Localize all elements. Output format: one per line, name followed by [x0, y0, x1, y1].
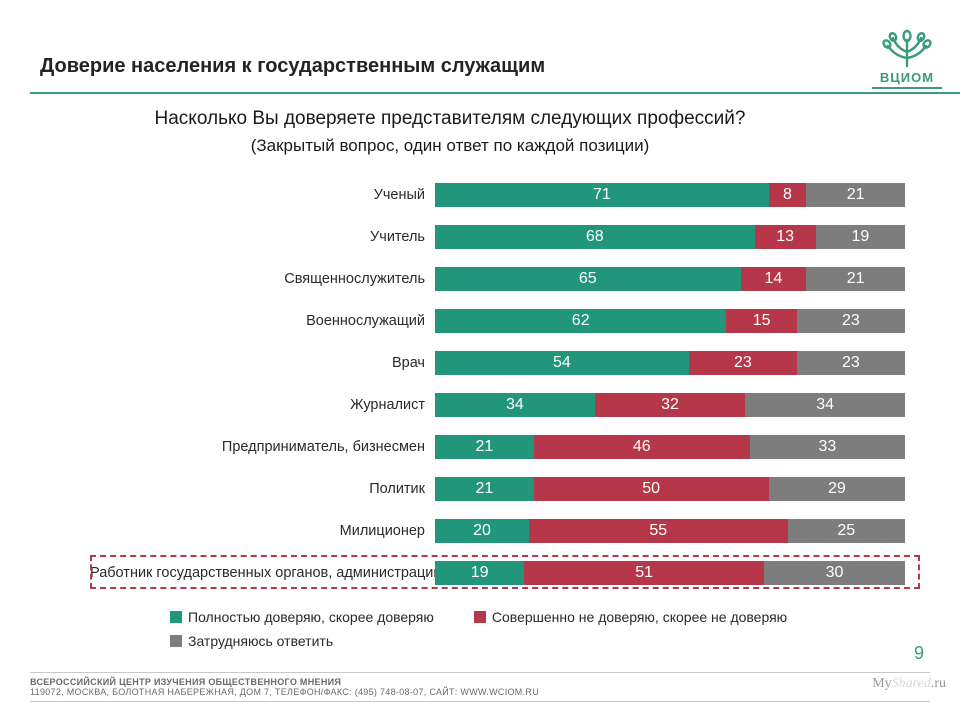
footer-org: ВСЕРОССИЙСКИЙ ЦЕНТР ИЗУЧЕНИЯ ОБЩЕСТВЕННО…	[30, 677, 930, 687]
bar-segment: 25	[788, 519, 906, 543]
row-bars: 621523	[435, 309, 905, 333]
question-text: Насколько Вы доверяете представителям сл…	[0, 108, 900, 156]
row-label: Милиционер	[90, 523, 435, 539]
row-label: Предприниматель, бизнесмен	[90, 439, 435, 455]
row-label: Ученый	[90, 187, 435, 203]
row-bars: 542323	[435, 351, 905, 375]
bar-segment: 34	[745, 393, 905, 417]
bar-segment: 54	[435, 351, 689, 375]
page-number: 9	[914, 643, 924, 664]
bar-segment: 30	[764, 561, 905, 585]
bar-segment: 65	[435, 267, 741, 291]
row-bars: 195130	[435, 561, 905, 585]
bar-segment: 29	[769, 477, 905, 501]
bar-segment: 50	[534, 477, 769, 501]
row-bars: 681319	[435, 225, 905, 249]
page-title: Доверие населения к государственным служ…	[40, 55, 545, 78]
logo-icon	[880, 28, 934, 68]
row-bars: 215029	[435, 477, 905, 501]
bar-segment: 23	[797, 309, 905, 333]
legend-label: Затрудняюсь ответить	[188, 633, 333, 649]
bar-segment: 8	[769, 183, 807, 207]
bar-segment: 23	[689, 351, 797, 375]
chart-row: Работник государственных органов, админи…	[90, 553, 910, 593]
row-bars: 214633	[435, 435, 905, 459]
row-bars: 343234	[435, 393, 905, 417]
legend-label: Совершенно не доверяю, скорее не доверяю	[492, 609, 787, 625]
row-label: Работник государственных органов, админи…	[90, 565, 435, 581]
row-bars: 651421	[435, 267, 905, 291]
legend-swatch	[474, 611, 486, 623]
row-label: Учитель	[90, 229, 435, 245]
bar-segment: 21	[435, 477, 534, 501]
bar-segment: 20	[435, 519, 529, 543]
chart-row: Журналист343234	[90, 385, 910, 425]
bar-segment: 32	[595, 393, 745, 417]
bar-segment: 51	[524, 561, 764, 585]
logo-text: ВЦИОМ	[872, 70, 942, 85]
bar-segment: 21	[806, 183, 905, 207]
row-label: Врач	[90, 355, 435, 371]
bar-segment: 55	[529, 519, 788, 543]
watermark-part: My	[872, 676, 891, 691]
chart-legend: Полностью доверяю, скорее доверяю Соверше…	[170, 608, 827, 655]
chart-row: Милиционер205525	[90, 511, 910, 551]
bar-segment: 19	[435, 561, 524, 585]
legend-swatch	[170, 635, 182, 647]
bar-segment: 62	[435, 309, 726, 333]
trust-bar-chart: Ученый71821Учитель681319Священнослужител…	[90, 175, 910, 595]
watermark: MyShared.ru	[872, 676, 946, 692]
footer-address: 119072, МОСКВА, БОЛОТНАЯ НАБЕРЕЖНАЯ, ДОМ…	[30, 687, 930, 697]
chart-row: Ученый71821	[90, 175, 910, 215]
header-rule	[30, 92, 960, 94]
row-label: Священнослужитель	[90, 271, 435, 287]
row-bars: 205525	[435, 519, 905, 543]
watermark-part: .ru	[931, 676, 946, 691]
chart-row: Врач542323	[90, 343, 910, 383]
legend-label: Полностью доверяю, скорее доверяю	[188, 609, 434, 625]
bar-segment: 15	[726, 309, 797, 333]
row-bars: 71821	[435, 183, 905, 207]
legend-swatch	[170, 611, 182, 623]
question-line1: Насколько Вы доверяете представителям сл…	[155, 108, 746, 129]
bar-segment: 19	[816, 225, 905, 249]
bar-segment: 68	[435, 225, 755, 249]
logo: ВЦИОМ	[872, 28, 942, 89]
bar-segment: 33	[750, 435, 905, 459]
bar-segment: 34	[435, 393, 595, 417]
row-label: Политик	[90, 481, 435, 497]
row-label: Журналист	[90, 397, 435, 413]
question-line2: (Закрытый вопрос, один ответ по каждой п…	[0, 136, 900, 156]
watermark-part: Shared	[892, 676, 931, 691]
bar-segment: 21	[806, 267, 905, 291]
chart-row: Учитель681319	[90, 217, 910, 257]
chart-row: Священнослужитель651421	[90, 259, 910, 299]
footer: ВСЕРОССИЙСКИЙ ЦЕНТР ИЗУЧЕНИЯ ОБЩЕСТВЕННО…	[30, 672, 930, 702]
bar-segment: 21	[435, 435, 534, 459]
bar-segment: 13	[755, 225, 816, 249]
bar-segment: 14	[741, 267, 807, 291]
bar-segment: 23	[797, 351, 905, 375]
chart-row: Предприниматель, бизнесмен214633	[90, 427, 910, 467]
bar-segment: 71	[435, 183, 769, 207]
chart-row: Политик215029	[90, 469, 910, 509]
bar-segment: 46	[534, 435, 750, 459]
chart-row: Военнослужащий621523	[90, 301, 910, 341]
row-label: Военнослужащий	[90, 313, 435, 329]
